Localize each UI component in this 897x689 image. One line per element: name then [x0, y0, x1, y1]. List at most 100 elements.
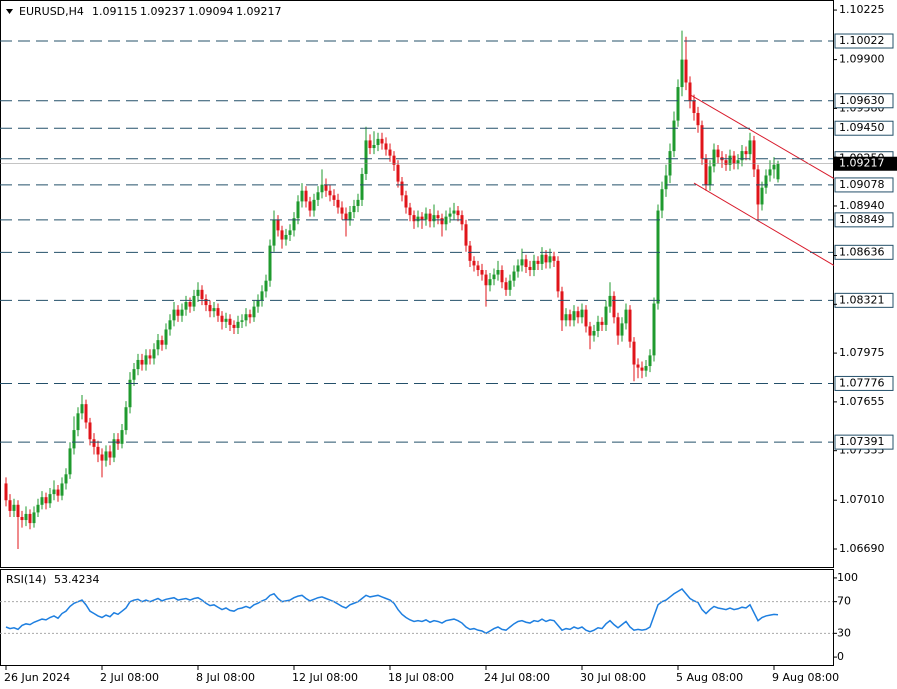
candle-body	[544, 254, 548, 263]
candle-body	[176, 309, 180, 316]
candle-body	[428, 213, 432, 222]
y-tick-label: 70	[837, 595, 851, 608]
candle-body	[712, 149, 716, 167]
candle-body	[156, 340, 160, 350]
candle-body	[396, 164, 400, 182]
candle-body	[340, 207, 344, 214]
level-label-box	[834, 212, 894, 228]
candle-body	[644, 366, 648, 371]
level-label: 1.09078	[839, 178, 885, 191]
candle-body	[488, 279, 492, 286]
candle-body	[636, 364, 640, 368]
candle-body	[220, 315, 224, 322]
x-tick-label: 8 Jul 08:00	[196, 671, 255, 684]
candle-body	[604, 306, 608, 325]
candle-body	[648, 355, 652, 367]
candle-body	[228, 318, 232, 325]
candle-body	[388, 149, 392, 156]
candle-body	[640, 367, 644, 371]
candle-body	[80, 404, 84, 414]
candle-body	[316, 192, 320, 200]
symbol-title: EURUSD,H4	[19, 5, 84, 18]
candle-body	[716, 149, 720, 158]
candle-body	[24, 513, 28, 521]
candle-body	[304, 190, 308, 202]
candle-body	[216, 308, 220, 316]
candle-body	[96, 446, 100, 455]
candle-body	[4, 483, 8, 501]
candle-body	[44, 497, 48, 504]
candle-body	[256, 300, 260, 307]
candle-body	[504, 282, 508, 290]
candle-body	[464, 224, 468, 246]
candle-body	[224, 318, 228, 322]
candle-body	[616, 317, 620, 336]
candle-body	[60, 483, 64, 496]
menu-arrow[interactable]	[6, 9, 13, 14]
candle-body	[272, 219, 276, 246]
candle-body	[84, 404, 88, 423]
candle-body	[760, 187, 764, 205]
level-label: 1.08321	[839, 293, 885, 306]
candle-body	[348, 212, 352, 220]
candle-body	[772, 164, 776, 170]
candle-body	[564, 314, 568, 321]
candle-body	[752, 140, 756, 170]
candle-body	[480, 270, 484, 275]
candle-body	[56, 489, 60, 496]
candle-body	[268, 245, 272, 281]
candle-body	[188, 302, 192, 307]
candle-body	[740, 151, 744, 161]
candle-body	[680, 59, 684, 88]
candle-body	[100, 454, 104, 461]
candle-body	[76, 413, 80, 431]
candle-body	[336, 199, 340, 208]
candle-body	[288, 230, 292, 235]
candle-body	[580, 309, 584, 318]
level-label-box	[834, 292, 894, 308]
candle-body	[112, 439, 116, 458]
candle-body	[352, 205, 356, 213]
level-label: 1.08849	[839, 213, 885, 226]
candle-body	[168, 320, 172, 330]
channel-line	[689, 94, 835, 179]
y-tick-label: 100	[837, 571, 858, 584]
y-tick-label: 1.07655	[839, 395, 885, 408]
candle-body	[584, 309, 588, 327]
candle-body	[128, 379, 132, 408]
candle-body	[252, 306, 256, 318]
candle-body	[212, 308, 216, 312]
candle-body	[732, 155, 736, 164]
price-label-box	[834, 156, 897, 171]
ohlc-high: 1.09237	[140, 5, 186, 18]
candle-body	[32, 512, 36, 524]
candle-body	[556, 260, 560, 292]
candle-body	[608, 295, 612, 307]
rsi-current: 53.4234	[54, 573, 100, 586]
candle-body	[540, 254, 544, 264]
candle-body	[404, 195, 408, 208]
candle-body	[260, 291, 264, 301]
candle-body	[696, 112, 700, 126]
candle-body	[668, 151, 672, 176]
candle-body	[628, 309, 632, 342]
candle-body	[184, 302, 188, 310]
candle-body	[424, 213, 428, 220]
candle-body	[296, 201, 300, 219]
candle-body	[528, 266, 532, 271]
marks-layer	[4, 30, 835, 635]
candle-body	[180, 309, 184, 316]
x-tick-label: 24 Jul 08:00	[484, 671, 550, 684]
candle-body	[440, 218, 444, 225]
candle-body	[164, 329, 168, 345]
candle-body	[372, 144, 376, 149]
candle-body	[264, 280, 268, 292]
candle-body	[508, 280, 512, 290]
level-label: 1.09630	[839, 94, 885, 107]
candle-body	[368, 140, 372, 149]
level-label-box	[834, 244, 894, 260]
candle-body	[392, 155, 396, 165]
candle-body	[324, 184, 328, 191]
candle-body	[108, 451, 112, 458]
